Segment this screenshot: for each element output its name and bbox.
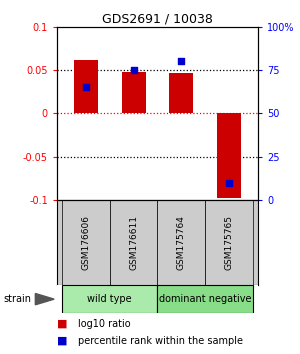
Text: ■: ■ bbox=[57, 319, 68, 329]
Text: wild type: wild type bbox=[87, 294, 132, 304]
Bar bbox=[206, 200, 253, 285]
Bar bbox=[158, 200, 206, 285]
Text: dominant negative: dominant negative bbox=[159, 294, 252, 304]
Point bbox=[227, 180, 232, 185]
Polygon shape bbox=[35, 293, 54, 305]
Point bbox=[83, 85, 88, 90]
Point bbox=[179, 58, 184, 64]
Text: GSM176611: GSM176611 bbox=[129, 215, 138, 270]
Bar bbox=[158, 285, 253, 313]
Bar bbox=[169, 73, 194, 113]
Text: strain: strain bbox=[3, 294, 31, 304]
Bar bbox=[74, 59, 98, 113]
Bar bbox=[62, 285, 158, 313]
Text: GSM175764: GSM175764 bbox=[177, 215, 186, 270]
Text: GSM176606: GSM176606 bbox=[81, 215, 90, 270]
Bar bbox=[122, 72, 146, 113]
Bar bbox=[62, 200, 110, 285]
Point bbox=[131, 67, 136, 73]
Text: percentile rank within the sample: percentile rank within the sample bbox=[78, 336, 243, 346]
Bar bbox=[110, 200, 158, 285]
Bar bbox=[217, 113, 241, 198]
Text: GSM175765: GSM175765 bbox=[225, 215, 234, 270]
Text: log10 ratio: log10 ratio bbox=[78, 319, 130, 329]
Title: GDS2691 / 10038: GDS2691 / 10038 bbox=[102, 12, 213, 25]
Text: ■: ■ bbox=[57, 336, 68, 346]
